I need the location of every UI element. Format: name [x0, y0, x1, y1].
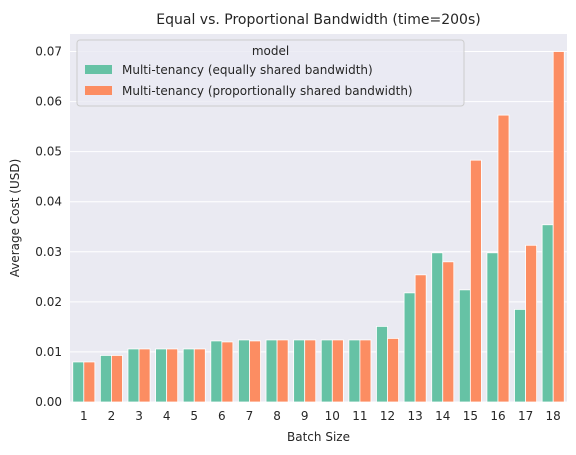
- bar-equal-2: [99, 355, 112, 403]
- y-ticks: 0.00 0.01 0.02 0.03 0.04 0.05 0.06 0.07: [35, 45, 62, 409]
- bar-proportional-7: [249, 340, 261, 403]
- y-axis-label: Average Cost (USD): [8, 159, 22, 278]
- y-tick-label: 0.03: [35, 245, 62, 259]
- bar-proportional-17: [525, 244, 538, 403]
- x-tick-label: 17: [518, 409, 533, 423]
- bar-equal-17: [514, 308, 526, 403]
- bar-equal-14: [431, 252, 444, 403]
- bar-proportional-3: [138, 348, 151, 403]
- legend: model Multi-tenancy (equally shared band…: [76, 39, 465, 107]
- bar-proportional-15: [469, 159, 482, 403]
- bar-equal-9: [293, 339, 306, 403]
- bar-equal-5: [182, 348, 195, 403]
- x-tick-label: 8: [273, 409, 281, 423]
- x-tick-label: 10: [325, 409, 340, 423]
- bar-equal-1: [72, 361, 85, 403]
- x-tick-label: 15: [463, 409, 478, 423]
- x-ticks: 1 2 3 4 5 6 7 8 9 10 11 12 13 14 15 16 17 18: [80, 409, 561, 423]
- x-tick-label: 5: [190, 409, 198, 423]
- bar-proportional-18: [552, 51, 565, 403]
- x-tick-label: 7: [246, 409, 254, 423]
- x-tick-label: 9: [301, 409, 309, 423]
- bar-proportional-8: [276, 339, 289, 403]
- bar-proportional-2: [111, 355, 123, 403]
- bar-equal-12: [376, 325, 388, 403]
- bar-proportional-16: [497, 114, 510, 403]
- x-tick-label: 2: [108, 409, 116, 423]
- bar-proportional-13: [414, 274, 427, 403]
- x-tick-label: 1: [80, 409, 88, 423]
- x-tick-label: 13: [407, 409, 422, 423]
- y-tick-label: 0.04: [35, 195, 62, 209]
- legend-box: [76, 39, 465, 107]
- bar-equal-4: [155, 348, 168, 403]
- bar-equal-7: [238, 339, 250, 403]
- y-tick-label: 0.01: [35, 345, 62, 359]
- bar-equal-16: [486, 252, 499, 403]
- legend-swatch-proportional: [85, 86, 112, 95]
- chart-title: Equal vs. Proportional Bandwidth (time=2…: [156, 12, 480, 28]
- bar-proportional-1: [83, 361, 96, 403]
- bar-equal-6: [210, 340, 223, 403]
- bars: [72, 51, 565, 403]
- legend-label-equal: Multi-tenancy (equally shared bandwidth): [122, 63, 373, 77]
- bar-proportional-10: [331, 339, 344, 403]
- bar-equal-8: [265, 339, 278, 403]
- x-tick-label: 11: [352, 409, 367, 423]
- legend-label-proportional: Multi-tenancy (proportionally shared ban…: [122, 84, 413, 98]
- bar-proportional-12: [387, 338, 399, 403]
- x-tick-label: 4: [163, 409, 171, 423]
- x-tick-label: 12: [380, 409, 395, 423]
- x-tick-label: 16: [490, 409, 505, 423]
- y-tick-label: 0.02: [35, 295, 62, 309]
- y-tick-label: 0.07: [35, 45, 62, 59]
- x-tick-label: 6: [218, 409, 226, 423]
- legend-swatch-equal: [85, 65, 112, 74]
- legend-title: model: [252, 44, 289, 58]
- bar-equal-15: [458, 289, 471, 403]
- bar-proportional-6: [221, 341, 234, 403]
- y-tick-label: 0.06: [35, 95, 62, 109]
- bar-equal-3: [127, 348, 140, 403]
- x-tick-label: 18: [546, 409, 561, 423]
- x-tick-label: 3: [135, 409, 143, 423]
- bar-proportional-9: [304, 339, 317, 403]
- x-tick-label: 14: [435, 409, 450, 423]
- bar-proportional-5: [193, 348, 206, 403]
- y-tick-label: 0.05: [35, 145, 62, 159]
- bar-proportional-14: [442, 261, 455, 403]
- y-tick-label: 0.00: [35, 395, 62, 409]
- bar-proportional-4: [166, 348, 179, 403]
- bar-equal-11: [348, 339, 361, 403]
- bar-equal-13: [403, 292, 416, 403]
- bar-equal-10: [320, 339, 333, 403]
- bar-proportional-11: [359, 339, 372, 403]
- bar-equal-18: [541, 224, 554, 403]
- x-axis-label: Batch Size: [287, 430, 350, 444]
